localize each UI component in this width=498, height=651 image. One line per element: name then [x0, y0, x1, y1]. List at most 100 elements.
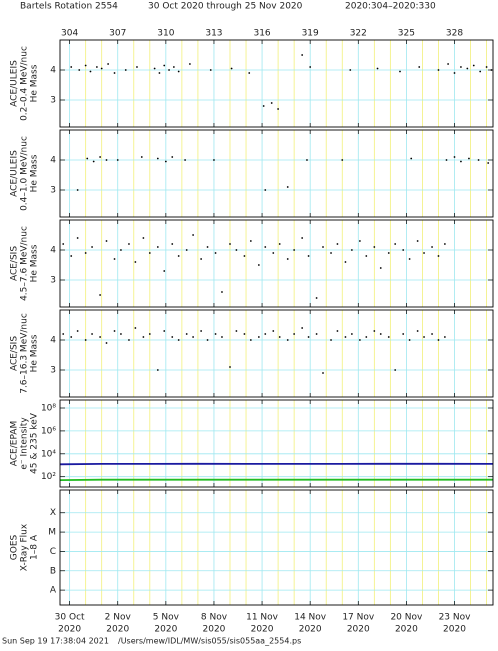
data-point: [388, 336, 390, 338]
x-tick-year: 2020: [251, 625, 274, 635]
data-point: [173, 66, 175, 68]
data-point: [444, 243, 446, 245]
data-point: [373, 246, 375, 248]
data-point: [215, 333, 217, 335]
top-tick-label: 310: [157, 29, 174, 39]
x-tick-year: 2020: [58, 625, 81, 635]
data-point: [431, 246, 433, 248]
y-axis-label: X-Ray Flux: [20, 523, 30, 571]
data-point: [447, 63, 449, 65]
x-tick-year: 2020: [154, 625, 177, 635]
data-point: [236, 330, 238, 332]
data-point: [264, 246, 266, 248]
y-axis-label: ACE/SIS: [10, 246, 20, 281]
title: Bartels Rotation 2554: [20, 2, 118, 12]
data-point: [106, 159, 108, 161]
y-tick-label: 10²: [41, 472, 56, 482]
data-point: [490, 69, 492, 71]
data-point: [86, 158, 88, 160]
data-point: [62, 243, 64, 245]
x-tick-year: 2020: [299, 625, 322, 635]
data-point: [128, 339, 130, 341]
data-point: [460, 66, 462, 68]
data-point: [236, 249, 238, 251]
data-point: [337, 330, 339, 332]
data-point: [200, 330, 202, 332]
data-point: [106, 342, 108, 344]
data-point: [120, 333, 122, 335]
data-point: [258, 264, 260, 266]
data-point: [114, 330, 116, 332]
data-point: [142, 237, 144, 239]
data-point: [444, 336, 446, 338]
data-point: [423, 336, 425, 338]
top-tick-label: 307: [109, 29, 126, 39]
y-tick-label: A: [50, 586, 57, 596]
data-point: [466, 68, 468, 70]
data-point: [277, 108, 279, 110]
data-point: [207, 246, 209, 248]
data-point: [373, 330, 375, 332]
x-tick-year: 2020: [347, 625, 370, 635]
x-tick-label: 20 Nov: [390, 613, 423, 623]
data-point: [186, 333, 188, 335]
top-tick-label: 322: [350, 29, 367, 39]
data-point: [248, 72, 250, 74]
data-point: [106, 240, 108, 242]
data-point: [77, 330, 79, 332]
panel-frame: [60, 400, 493, 487]
y-axis-label: 45 & 235 keV: [30, 412, 40, 474]
data-point: [244, 255, 246, 257]
panel-frame: [60, 310, 493, 397]
data-point: [99, 156, 101, 158]
y-tick-label: 3: [50, 366, 56, 376]
y-tick-label: B: [50, 566, 56, 576]
footer-path: /Users/mew/IDL/MW/sis055/sis055aa_2554.p…: [118, 637, 301, 646]
data-point: [309, 66, 311, 68]
data-point: [308, 336, 310, 338]
y-tick-label: 4: [50, 336, 56, 346]
y-axis-label: 0.2–0.4 MeV/nuc: [20, 46, 30, 121]
panel-frame: [60, 490, 493, 605]
x-tick-year: 2020: [106, 625, 129, 635]
data-point: [438, 255, 440, 257]
data-point: [272, 330, 274, 332]
data-point: [229, 243, 231, 245]
data-point: [85, 252, 87, 254]
data-point: [134, 261, 136, 263]
data-point: [85, 65, 87, 67]
y-axis-label: GOES: [10, 534, 20, 560]
data-point: [157, 246, 159, 248]
data-point: [192, 336, 194, 338]
data-point: [293, 333, 295, 335]
data-point: [141, 156, 143, 158]
data-point: [159, 72, 161, 74]
data-point: [287, 186, 289, 188]
data-point: [250, 240, 252, 242]
y-axis-label: ACE/ULEIS: [10, 150, 20, 197]
data-point: [271, 102, 273, 104]
data-point: [279, 243, 281, 245]
data-point: [359, 240, 361, 242]
x-tick-label: 11 Nov: [246, 613, 279, 623]
x-tick-label: 30 Oct: [55, 613, 85, 623]
y-tick-label: X: [50, 508, 56, 518]
data-point: [473, 65, 475, 67]
data-point: [231, 68, 233, 70]
y-tick-label: 4: [50, 246, 56, 256]
data-point: [78, 69, 80, 71]
y-tick-label: 4: [50, 156, 56, 166]
data-point: [207, 339, 209, 341]
data-point: [341, 159, 343, 161]
data-point: [186, 249, 188, 251]
y-tick-label: 10⁶: [41, 426, 56, 436]
top-tick-label: 319: [302, 29, 319, 39]
data-point: [91, 246, 93, 248]
y-axis-label: ACE/SIS: [10, 336, 20, 371]
data-point: [380, 267, 382, 269]
data-point: [410, 158, 412, 160]
y-tick-label: 10⁸: [41, 404, 56, 414]
data-point: [101, 68, 103, 70]
data-point: [165, 161, 167, 163]
data-point: [184, 159, 186, 161]
